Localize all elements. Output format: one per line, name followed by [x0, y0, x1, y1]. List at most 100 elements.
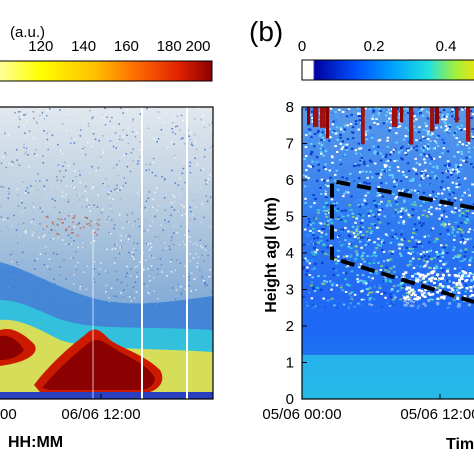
- speckle: [21, 202, 23, 204]
- speckle: [171, 236, 173, 238]
- speckle: [57, 236, 60, 239]
- speckle: [25, 120, 28, 122]
- speckle: [366, 176, 369, 179]
- speckle: [375, 272, 379, 275]
- speckle: [102, 152, 104, 154]
- speckle: [455, 168, 458, 171]
- speckle: [416, 272, 420, 275]
- speckle: [54, 206, 56, 208]
- speckle: [457, 281, 461, 285]
- speckle: [172, 194, 174, 197]
- speckle: [110, 287, 113, 290]
- speckle: [373, 285, 376, 288]
- speckle: [419, 108, 422, 111]
- speckle: [148, 168, 151, 171]
- speckle: [407, 129, 411, 132]
- speckle: [396, 166, 400, 169]
- speckle: [311, 165, 315, 168]
- speckle: [370, 134, 373, 137]
- speckle: [395, 183, 398, 186]
- speckle: [388, 129, 391, 132]
- colorbar-a: (a.u.) 120 140 160 180 200: [0, 24, 213, 82]
- speckle: [375, 242, 379, 245]
- speckle: [464, 290, 468, 293]
- speckle: [344, 272, 348, 275]
- speckle: [415, 233, 418, 236]
- speckle: [453, 111, 456, 114]
- speckle: [339, 136, 342, 139]
- speckle: [357, 264, 360, 267]
- speckle: [443, 118, 447, 121]
- speckle: [409, 263, 413, 266]
- speckle: [93, 268, 96, 270]
- speckle: [416, 196, 419, 199]
- speckle: [448, 130, 451, 133]
- speckle: [160, 160, 163, 162]
- speckle: [373, 121, 376, 124]
- speckle: [194, 277, 196, 280]
- speckle: [446, 160, 450, 163]
- speckle: [403, 190, 407, 193]
- speckle: [464, 213, 467, 216]
- speckle: [364, 244, 367, 247]
- speckle: [46, 215, 49, 218]
- speckle: [45, 197, 48, 199]
- speckle: [420, 174, 424, 177]
- speckle: [52, 238, 54, 240]
- speckle: [419, 153, 423, 156]
- speckle: [406, 264, 410, 267]
- speckle: [84, 182, 86, 185]
- speckle: [315, 179, 319, 182]
- speckle: [356, 170, 359, 173]
- speckle: [416, 278, 420, 281]
- colorbar-b-ticks: 0 0.2 0.4: [298, 38, 457, 55]
- speckle: [150, 265, 153, 267]
- speckle: [129, 123, 132, 125]
- panel-a: (a.u.) 120 140 160 180 200 00 06/06 12:00 HH:…: [0, 24, 214, 451]
- speckle: [50, 228, 53, 231]
- speckle: [379, 109, 382, 112]
- speckle: [355, 228, 358, 231]
- speckle: [139, 204, 142, 207]
- speckle: [405, 292, 409, 295]
- speckle: [428, 293, 432, 297]
- speckle: [136, 192, 139, 195]
- speckle: [444, 164, 447, 167]
- speckle: [8, 132, 11, 135]
- speckle: [411, 211, 414, 214]
- speckle: [356, 274, 359, 277]
- speckle: [3, 148, 6, 151]
- speckle: [310, 189, 314, 192]
- speckle: [413, 189, 417, 192]
- speckle: [410, 248, 414, 251]
- speckle: [319, 133, 322, 136]
- speckle: [17, 126, 20, 128]
- speckle: [429, 140, 432, 143]
- speckle: [422, 136, 426, 139]
- x-axis-a-tick-label: 06/06 12:00: [61, 406, 140, 423]
- speckle: [385, 266, 388, 269]
- speckle: [329, 244, 333, 247]
- speckle: [196, 266, 198, 268]
- speckle: [189, 260, 192, 262]
- speckle: [107, 215, 109, 218]
- speckle: [208, 129, 211, 132]
- speckle: [458, 194, 462, 197]
- speckle: [435, 136, 439, 139]
- speckle: [412, 245, 415, 248]
- speckle: [172, 225, 175, 227]
- speckle: [15, 148, 18, 151]
- speckle: [328, 139, 331, 142]
- speckle: [447, 189, 451, 192]
- speckle: [456, 166, 460, 169]
- speckle: [333, 207, 336, 210]
- speckle: [334, 218, 337, 221]
- speckle: [460, 222, 463, 225]
- speckle: [469, 136, 473, 139]
- speckle: [428, 111, 431, 114]
- speckle: [457, 185, 461, 188]
- speckle: [390, 252, 394, 255]
- speckle: [337, 255, 340, 258]
- speckle: [324, 233, 328, 236]
